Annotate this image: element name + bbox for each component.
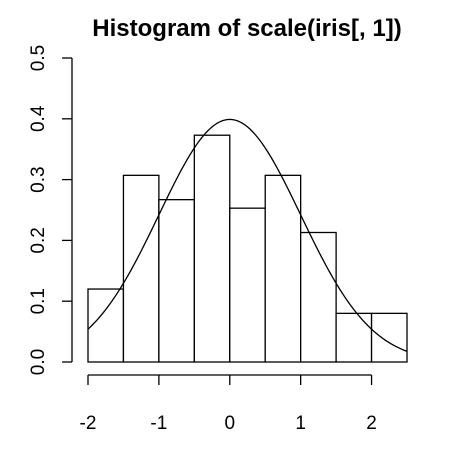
x-axis: -2 -1 0 1 2 xyxy=(80,374,377,434)
histogram-bar-1 xyxy=(87,288,125,363)
x-tick-label: 0 xyxy=(224,413,235,434)
y-tick-label: 0.5 xyxy=(28,45,49,71)
histogram-bars xyxy=(87,134,408,363)
histogram-bar-2 xyxy=(122,174,160,363)
y-tick-label: 0.1 xyxy=(28,288,49,314)
y-tick-label: 0.4 xyxy=(28,105,49,132)
x-tick-label: -1 xyxy=(150,413,167,434)
y-tick-label: 0.2 xyxy=(28,227,49,253)
chart-title: Histogram of scale(iris[, 1]) xyxy=(92,15,401,42)
x-tick-label: 1 xyxy=(295,413,306,434)
histogram-bar-7 xyxy=(300,231,337,363)
normal-density-curve xyxy=(87,118,408,352)
density-curve-layer xyxy=(87,118,408,352)
histogram-bar-9 xyxy=(370,312,408,363)
histogram-bar-8 xyxy=(335,312,373,363)
y-axis: 0.0 0.1 0.2 0.3 0.4 0.5 xyxy=(28,45,73,375)
histogram-bar-4 xyxy=(193,134,231,363)
x-tick-label: -2 xyxy=(80,413,97,434)
histogram-bar-5 xyxy=(229,207,266,363)
y-tick-label: 0.0 xyxy=(28,349,49,375)
histogram-bar-6 xyxy=(264,174,302,363)
y-tick-label: 0.3 xyxy=(28,166,49,192)
histogram-bar-3 xyxy=(158,199,195,363)
x-tick-label: 2 xyxy=(366,413,377,434)
